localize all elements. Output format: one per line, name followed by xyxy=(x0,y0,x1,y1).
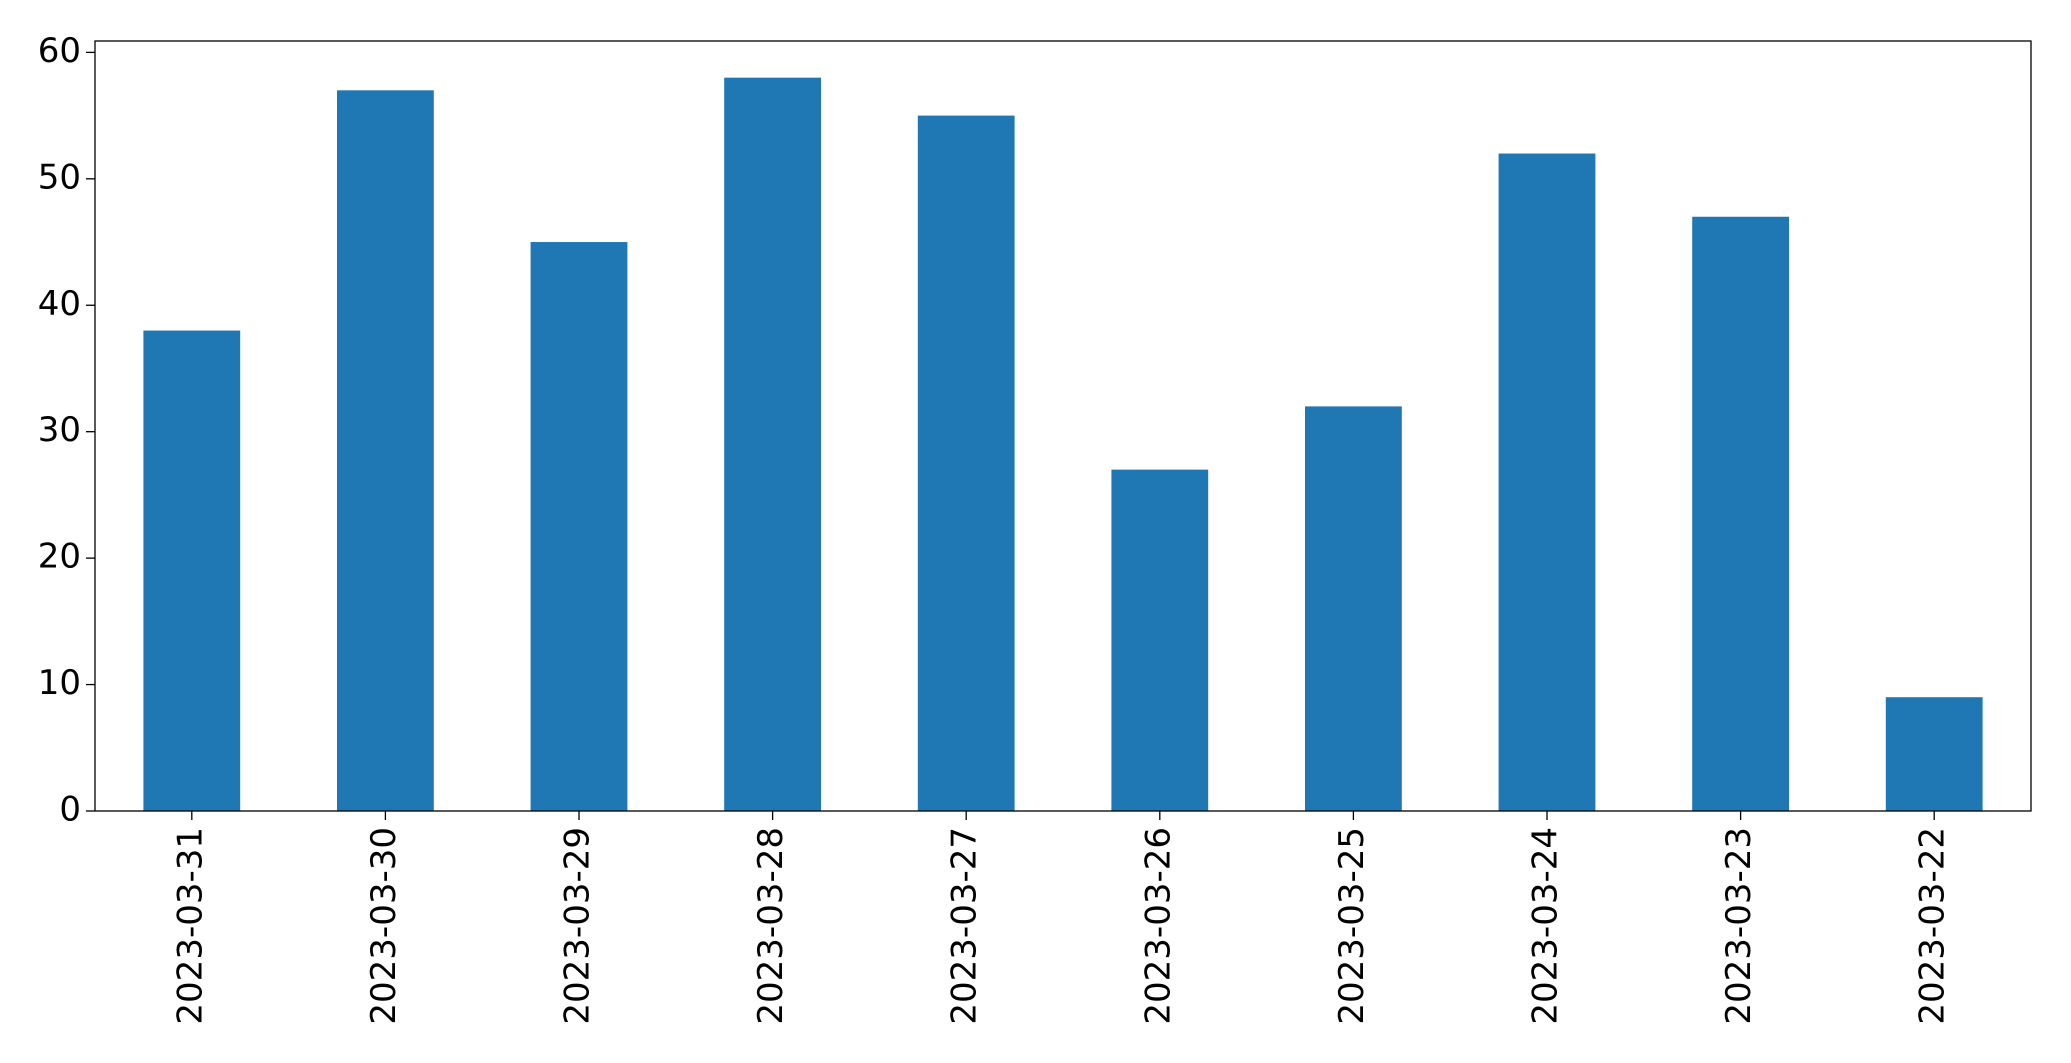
y-tick-label: 50 xyxy=(38,157,81,197)
bar xyxy=(1692,216,1789,811)
y-tick-label: 60 xyxy=(38,31,81,71)
x-tick-label: 2023-03-30 xyxy=(364,827,404,1025)
x-tick-label: 2023-03-28 xyxy=(751,827,791,1025)
x-tick-label: 2023-03-31 xyxy=(170,827,210,1025)
plot-frame xyxy=(94,40,2032,812)
x-tick-label: 2023-03-29 xyxy=(558,827,598,1025)
bar xyxy=(1305,406,1402,811)
y-tick-label: 0 xyxy=(59,790,81,830)
y-tick-label: 40 xyxy=(38,284,81,324)
y-tick-label: 10 xyxy=(38,663,81,703)
x-tick-label: 2023-03-22 xyxy=(1913,827,1953,1025)
bar xyxy=(143,330,241,811)
x-tick-label: 2023-03-24 xyxy=(1526,827,1566,1025)
y-tick-label: 20 xyxy=(38,537,81,577)
x-tick-label: 2023-03-25 xyxy=(1332,827,1372,1025)
x-tick-label: 2023-03-27 xyxy=(945,827,985,1025)
x-tick-label: 2023-03-23 xyxy=(1719,827,1759,1025)
bar xyxy=(337,90,434,811)
bar xyxy=(917,115,1015,811)
x-tick-label: 2023-03-26 xyxy=(1138,827,1178,1025)
bar xyxy=(530,242,628,811)
bar xyxy=(1498,153,1596,811)
bar xyxy=(724,77,821,811)
bar xyxy=(1885,697,1983,811)
y-tick-label: 30 xyxy=(38,410,81,450)
bar xyxy=(1111,469,1209,811)
